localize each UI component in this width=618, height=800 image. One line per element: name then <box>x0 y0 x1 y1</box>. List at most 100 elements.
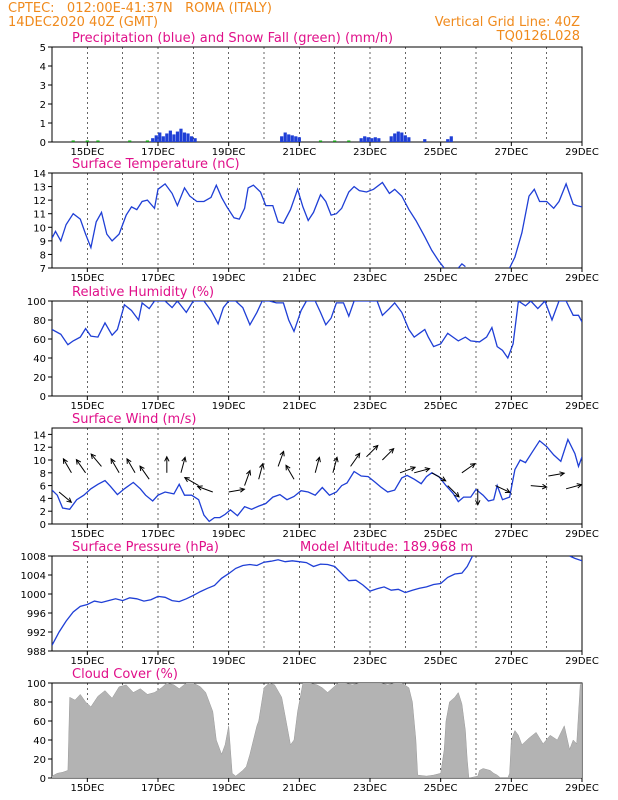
precip-bar <box>347 140 351 142</box>
precip-bar <box>363 136 367 142</box>
temp-xtick-label: 25DEC <box>424 273 458 284</box>
wind-arrow-head <box>333 456 339 463</box>
precip-bar <box>189 136 194 142</box>
wind-arrow <box>548 472 565 477</box>
cloud-area <box>52 683 582 778</box>
pressure-ytick-label: 1000 <box>21 590 46 601</box>
rh-plot <box>52 301 582 360</box>
wind-arrow-head <box>372 444 379 451</box>
temp-ytick-label: 10 <box>33 223 46 234</box>
precip-bar <box>449 136 453 142</box>
wind-arrow <box>180 457 186 473</box>
precip-plot <box>71 128 453 142</box>
rh-frame <box>51 300 583 397</box>
precip-bar <box>294 136 298 142</box>
wind-arrow <box>366 445 379 458</box>
precip-bar <box>168 130 172 142</box>
wind-arrow <box>382 448 395 461</box>
wind-arrow-head <box>164 455 170 462</box>
wind-arrow-head <box>576 483 582 489</box>
wind-ytick-label: 2 <box>40 507 46 518</box>
wind-line <box>52 437 582 523</box>
wind-arrow-head <box>75 458 82 465</box>
precip-bar <box>407 137 411 142</box>
precip-bar <box>154 135 158 142</box>
precip-bar <box>128 140 132 142</box>
wind-arrow <box>90 453 102 467</box>
pressure-annotation: Model Altitude: 189.968 m <box>300 540 473 555</box>
rh-xtick-label: 27DEC <box>494 401 528 412</box>
temp-title: Surface Temperature (nC) <box>72 157 240 172</box>
rh-xtick-label: 17DEC <box>141 401 175 412</box>
pressure-panel: 988 992 996 1000 1004 1008 15DEC 17DEC 19DEC 21DE… <box>21 540 599 667</box>
temp-line <box>457 263 466 268</box>
temp-xtick-label: 19DEC <box>212 273 246 284</box>
precip-bar <box>290 135 294 142</box>
precip-bar <box>389 136 393 142</box>
pressure-plot <box>52 556 582 646</box>
pressure-title: Surface Pressure (hPa) <box>72 540 219 555</box>
precip-xtick-label: 27DEC <box>494 147 528 158</box>
pressure-ytick-label: 1008 <box>21 552 46 563</box>
header-station-line: CPTEC: 012:00E-41:37N ROMA (ITALY) <box>8 1 272 16</box>
cloud-xtick-label: 23DEC <box>353 783 387 794</box>
rh-line <box>52 301 582 360</box>
wind-arrow-head <box>475 500 481 506</box>
wind-arrow <box>399 466 416 474</box>
pressure-line <box>569 556 582 562</box>
precip-bar <box>280 136 284 142</box>
temp-ytick-label: 7 <box>40 264 46 275</box>
wind-arrow <box>184 477 199 487</box>
wind-arrow-head <box>246 469 252 476</box>
temp-line <box>509 182 582 268</box>
rh-ytick-label: 0 <box>40 392 46 403</box>
wind-arrow <box>110 458 120 474</box>
precip-ytick-label: 0 <box>40 138 46 149</box>
wind-arrow <box>139 465 150 480</box>
precip-bar <box>175 131 180 142</box>
temp-ytick-label: 14 <box>33 169 46 180</box>
wind-arrow <box>63 458 72 474</box>
wind-arrow-head <box>469 462 476 469</box>
rh-ytick-label: 100 <box>27 297 46 308</box>
wind-xtick-label: 23DEC <box>353 529 387 540</box>
wind-xtick-label: 29DEC <box>565 529 599 540</box>
rh-panel: 0 20 40 60 80 100 15DEC 17DEC 19DEC 21DEC 23DEC 25D… <box>27 285 599 412</box>
pressure-xtick-label: 21DEC <box>282 656 316 667</box>
precip-bar <box>446 139 450 142</box>
cloud-xtick-label: 25DEC <box>424 783 458 794</box>
temp-ytick-label: 12 <box>33 196 46 207</box>
precip-bar <box>400 132 404 142</box>
wind-ytick-label: 4 <box>40 494 46 505</box>
precip-bar <box>182 132 187 142</box>
rh-ytick-label: 80 <box>33 316 46 327</box>
pressure-ytick-label: 1004 <box>21 571 46 582</box>
precip-frame <box>51 46 583 143</box>
cloud-ytick-label: 100 <box>27 679 46 690</box>
temp-xtick-label: 15DEC <box>70 273 104 284</box>
wind-arrow-head <box>126 457 132 464</box>
wind-arrow-head <box>181 456 187 463</box>
precip-bar <box>172 134 176 142</box>
precip-ytick-label: 3 <box>40 81 46 92</box>
wind-xtick-label: 15DEC <box>70 529 104 540</box>
cloud-title: Cloud Cover (%) <box>72 667 178 682</box>
pressure-ytick-label: 996 <box>27 609 46 620</box>
wind-xtick-label: 17DEC <box>141 529 175 540</box>
wind-arrow-head <box>196 485 203 491</box>
precip-xtick-label: 23DEC <box>353 147 387 158</box>
wind-arrow-head <box>315 456 321 463</box>
pressure-frame <box>51 555 583 652</box>
wind-arrow <box>565 484 582 490</box>
wind-ytick-label: 14 <box>33 430 46 441</box>
wind-arrow-head <box>355 452 361 459</box>
wind-title: Surface Wind (m/s) <box>72 412 196 427</box>
wind-arrow <box>332 457 338 473</box>
cloud-ytick-label: 0 <box>40 774 46 785</box>
wind-arrow <box>495 485 511 493</box>
rh-ytick-label: 20 <box>33 373 46 384</box>
precip-bar <box>423 139 427 142</box>
rh-ytick-label: 60 <box>33 335 46 346</box>
precip-bar <box>96 140 100 142</box>
